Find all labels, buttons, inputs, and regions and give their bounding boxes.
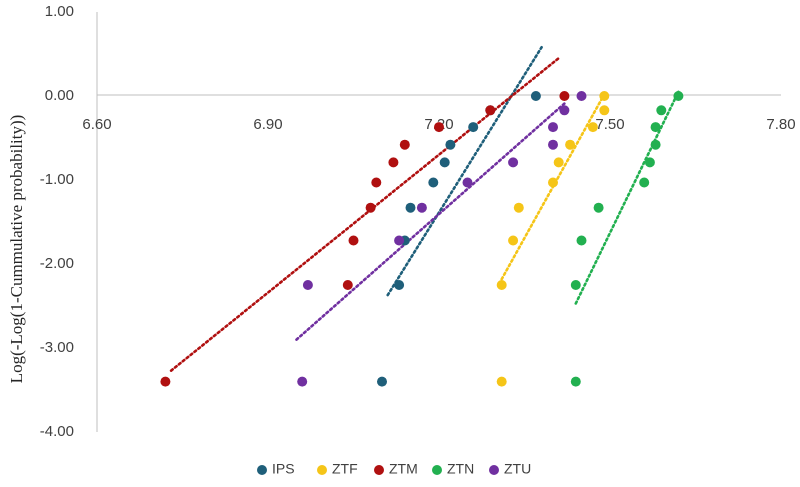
legend-label: ZTU: [504, 461, 531, 477]
y-tick-label: -2.00: [40, 255, 74, 272]
y-tick-label: 0.00: [45, 87, 74, 104]
x-tick-label: 7.80: [766, 116, 795, 133]
point-ztm: [485, 105, 496, 116]
point-ips: [405, 202, 416, 213]
legend-label: ZTF: [332, 461, 358, 477]
point-ztn: [576, 235, 587, 246]
point-ztm: [342, 280, 353, 290]
point-ztm: [371, 177, 382, 188]
legend-label: ZTM: [389, 461, 418, 477]
trendline-ztm: [169, 56, 561, 372]
point-ztu: [462, 177, 473, 188]
point-ztf: [587, 122, 598, 133]
point-ztf: [599, 105, 610, 116]
point-ztn: [570, 376, 581, 387]
point-ztm: [434, 122, 444, 133]
point-ztm: [160, 376, 171, 387]
point-ztn: [593, 202, 604, 213]
point-ztf: [513, 202, 524, 213]
point-ztf: [508, 235, 519, 246]
legend-marker: [374, 465, 384, 475]
legend: IPS ZTF ZTM ZTN ZTU: [257, 461, 531, 477]
point-ztu: [416, 202, 427, 213]
point-ztm: [559, 91, 570, 101]
y-tick-label: -4.00: [40, 423, 74, 440]
trendline-ztu: [295, 102, 566, 341]
legend-label: IPS: [272, 461, 295, 477]
point-ips: [439, 157, 450, 168]
legend-item-ztu: ZTU: [489, 461, 531, 477]
y-tick-label: 1.00: [45, 3, 74, 20]
legend-marker: [257, 465, 267, 475]
y-tick-label: -3.00: [40, 339, 74, 356]
legend-item-ztn: ZTN: [432, 461, 474, 477]
point-ztu: [559, 105, 570, 116]
data-points: [160, 91, 684, 387]
point-ztu: [548, 122, 558, 133]
x-tick-label: 6.90: [253, 116, 282, 133]
point-ztn: [656, 105, 667, 116]
legend-label: ZTN: [447, 461, 474, 477]
point-ips: [394, 280, 405, 290]
point-ztu: [576, 91, 587, 101]
x-tick-label: 7.50: [595, 116, 624, 133]
y-axis-title: Log(-Log(1-Cummulative probability)): [7, 115, 26, 384]
point-ztu: [394, 235, 405, 246]
point-ztf: [599, 91, 610, 101]
point-ips: [530, 91, 541, 101]
axes: [96, 12, 781, 432]
point-ztu: [508, 157, 519, 168]
point-ips: [445, 139, 456, 150]
legend-marker: [489, 465, 499, 475]
point-ips: [428, 177, 439, 188]
point-ztu: [548, 139, 558, 150]
point-ztn: [673, 91, 684, 101]
point-ztf: [496, 376, 507, 387]
point-ips: [377, 376, 387, 387]
point-ztm: [399, 139, 410, 150]
point-ztu: [297, 376, 308, 387]
trendline-ips: [386, 45, 543, 297]
legend-item-ips: IPS: [257, 461, 295, 477]
point-ztn: [650, 122, 661, 133]
point-ztm: [388, 157, 399, 168]
point-ztn: [644, 157, 655, 168]
point-ztn: [639, 177, 650, 188]
point-ztf: [496, 280, 507, 290]
point-ztf: [553, 157, 564, 168]
point-ztn: [650, 139, 661, 150]
point-ztn: [570, 280, 581, 290]
y-tick-label: -1.00: [40, 171, 74, 188]
legend-marker: [432, 465, 442, 475]
legend-item-ztf: ZTF: [317, 461, 358, 477]
trendline-ztn: [574, 90, 680, 305]
legend-item-ztm: ZTM: [374, 461, 418, 477]
legend-marker: [317, 465, 327, 475]
point-ztm: [365, 202, 376, 213]
point-ztf: [565, 139, 576, 150]
y-tick-labels: 1.00 0.00 -1.00 -2.00 -3.00 -4.00: [40, 3, 74, 440]
point-ips: [468, 122, 479, 133]
x-tick-label: 6.60: [82, 116, 111, 133]
point-ztm: [348, 235, 359, 246]
point-ztf: [548, 177, 558, 188]
point-ztu: [302, 280, 313, 290]
